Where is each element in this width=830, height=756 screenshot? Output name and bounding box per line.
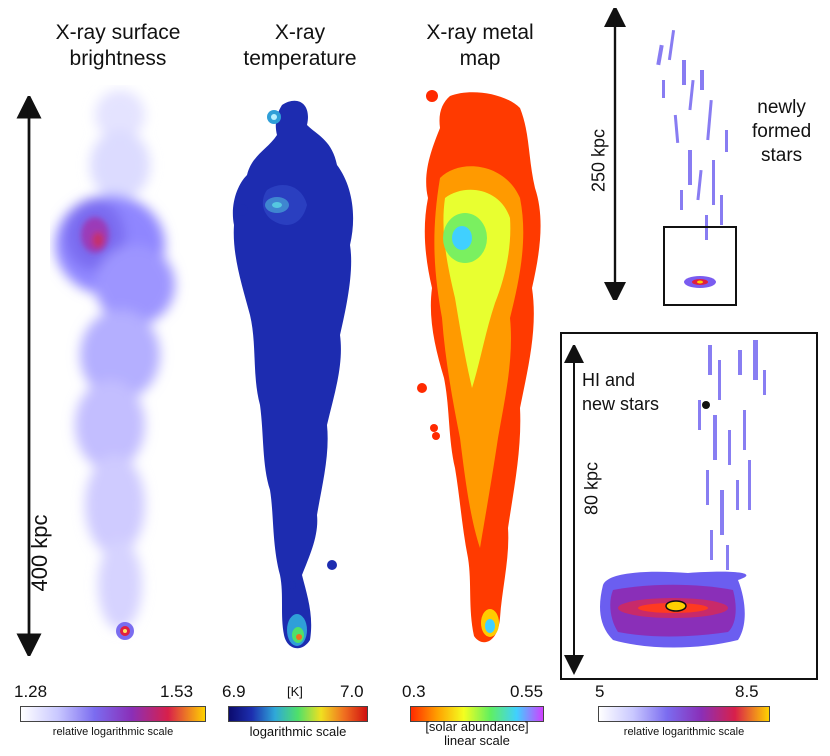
hi-new-stars-label: HI and new stars bbox=[582, 368, 659, 416]
hi-scale-min: 5 bbox=[595, 682, 605, 701]
newly-formed-stars-label: newly formed stars bbox=[752, 96, 811, 168]
metal-map-title-line1: X-ray metal bbox=[426, 21, 534, 44]
stars-scalebar-arrow bbox=[604, 8, 626, 300]
hi-new-stars-line1: HI and bbox=[582, 370, 636, 390]
temperature-colorbar bbox=[228, 706, 368, 722]
hi-colorbar bbox=[598, 706, 770, 722]
temperature-scale-max: 7.0 bbox=[340, 682, 364, 701]
surface-brightness-image bbox=[55, 90, 175, 640]
newly-formed-stars-line1: newly bbox=[757, 97, 806, 118]
temperature-title-line2: temperature bbox=[243, 47, 357, 70]
hi-new-stars-line2: new stars bbox=[582, 394, 660, 414]
brightness-scale-min: 1.28 bbox=[14, 682, 48, 701]
surface-brightness-title-line1: X-ray surface bbox=[55, 21, 181, 44]
metal-scale-note-line2: linear scale bbox=[444, 733, 510, 748]
temperature-scale-unit: [K] bbox=[287, 684, 303, 699]
brightness-scale-max: 1.53 bbox=[160, 682, 194, 701]
stars-zoom-box bbox=[663, 226, 737, 306]
brightness-scale-note: relative logarithmic scale bbox=[52, 726, 174, 738]
hi-inset-image bbox=[600, 340, 766, 648]
stars-image bbox=[656, 30, 728, 288]
temperature-scale-min: 6.9 bbox=[222, 682, 246, 701]
temperature-title-line1: X-ray bbox=[274, 21, 326, 44]
temperature-title: X-ray temperature bbox=[220, 20, 380, 72]
temperature-image bbox=[232, 100, 354, 649]
metal-map-title: X-ray metal map bbox=[400, 20, 560, 72]
metal-scale-max: 0.55 bbox=[510, 682, 544, 701]
metal-scale-min: 0.3 bbox=[402, 682, 426, 701]
metal-map-title-line2: map bbox=[459, 47, 501, 70]
main-scalebar-arrow bbox=[16, 96, 42, 656]
hi-inset-frame bbox=[560, 332, 818, 680]
metal-scale-note-line1: [solar abundance] bbox=[425, 719, 529, 734]
hi-scale-note: relative logarithmic scale bbox=[623, 726, 745, 738]
hi-scale-max: 8.5 bbox=[735, 682, 759, 701]
metal-map-image bbox=[417, 90, 541, 643]
temperature-scale-note: logarithmic scale bbox=[249, 724, 347, 739]
newly-formed-stars-line2: formed bbox=[752, 121, 812, 142]
newly-formed-stars-line3: stars bbox=[760, 145, 803, 166]
brightness-colorbar bbox=[20, 706, 206, 722]
stars-scalebar-label: 250 kpc bbox=[588, 128, 609, 193]
surface-brightness-title: X-ray surface brightness bbox=[28, 20, 208, 72]
metal-scale-note: [solar abundance] linear scale bbox=[410, 720, 544, 748]
inset-scalebar-arrow bbox=[564, 345, 584, 675]
metal-colorbar bbox=[410, 706, 544, 722]
surface-brightness-title-line2: brightness bbox=[69, 47, 167, 70]
